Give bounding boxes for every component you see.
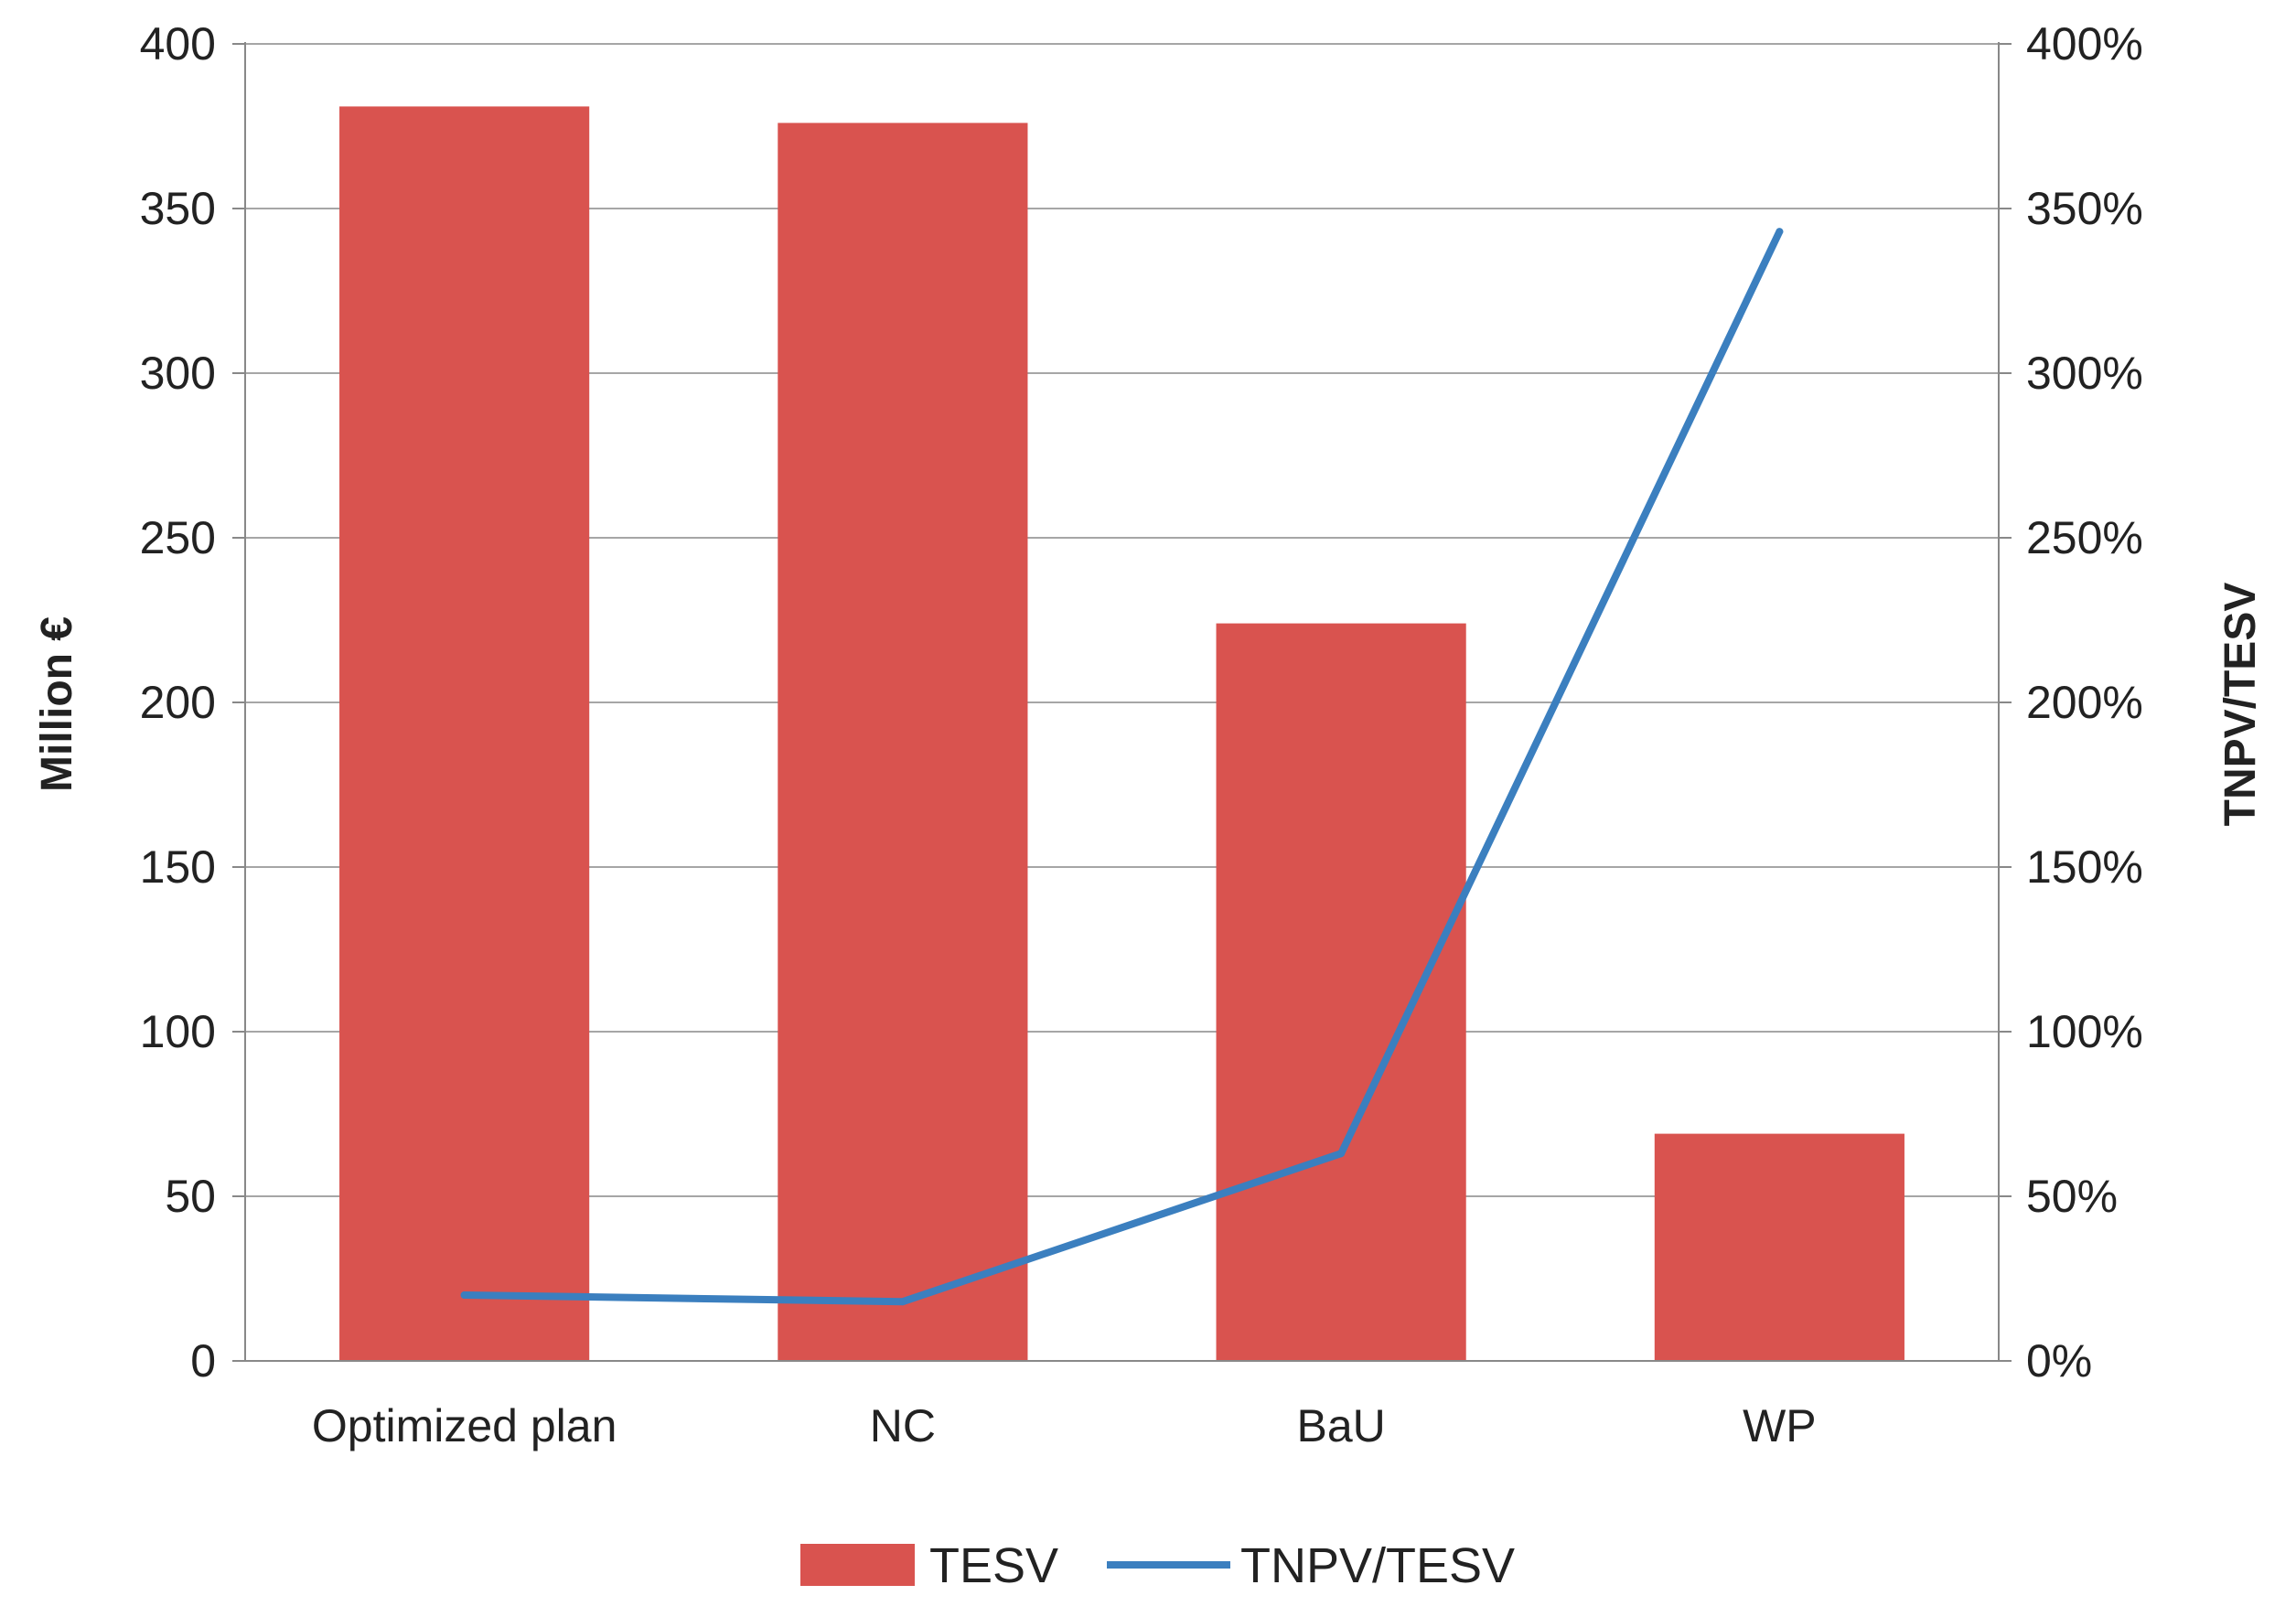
left-tick-label: 150 bbox=[140, 841, 216, 893]
point-tnpv-tesv bbox=[1776, 228, 1784, 236]
right-tick-label: 50% bbox=[2026, 1171, 2118, 1222]
bars bbox=[339, 106, 1904, 1361]
left-tick-label: 100 bbox=[140, 1006, 216, 1057]
left-axis-ticks: 0 50 100 150 200 250 300 350 400 bbox=[140, 18, 216, 1387]
line-tnpv-tesv bbox=[460, 228, 1784, 1306]
left-tick-label: 0 bbox=[190, 1335, 216, 1387]
axes bbox=[232, 42, 2012, 1362]
right-axis-ticks: 0% 50% 100% 150% 200% 250% 300% 350% 400% bbox=[2026, 18, 2143, 1387]
left-tick-label: 400 bbox=[140, 18, 216, 70]
category-label: NC bbox=[870, 1400, 936, 1451]
right-tick-label: 350% bbox=[2026, 183, 2143, 234]
right-tick-label: 250% bbox=[2026, 512, 2143, 563]
left-tick-label: 300 bbox=[140, 348, 216, 399]
legend-label-tnpv-tesv: TNPV/TESV bbox=[1240, 1538, 1515, 1593]
bar-tesv bbox=[1216, 623, 1466, 1361]
right-tick-label: 300% bbox=[2026, 348, 2143, 399]
right-tick-label: 0% bbox=[2026, 1335, 2092, 1387]
left-axis-title: Million € bbox=[33, 616, 81, 792]
left-tick-label: 350 bbox=[140, 183, 216, 234]
right-tick-label: 150% bbox=[2026, 841, 2143, 893]
right-tick-label: 200% bbox=[2026, 677, 2143, 728]
category-label: BaU bbox=[1296, 1400, 1385, 1451]
left-tick-label: 200 bbox=[140, 677, 216, 728]
left-tick-label: 250 bbox=[140, 512, 216, 563]
category-label: WP bbox=[1743, 1400, 1817, 1451]
bar-tesv bbox=[1654, 1133, 1904, 1361]
legend: TESV TNPV/TESV bbox=[800, 1538, 1515, 1593]
point-tnpv-tesv bbox=[898, 1298, 907, 1306]
bar-tesv bbox=[778, 123, 1028, 1361]
category-labels: Optimized plan NC BaU WP bbox=[312, 1400, 1817, 1451]
right-tick-label: 100% bbox=[2026, 1006, 2143, 1057]
bar-tesv bbox=[339, 106, 590, 1361]
legend-label-tesv: TESV bbox=[929, 1538, 1058, 1593]
right-axis-title: TNPV/TESV bbox=[2216, 583, 2265, 827]
line-series bbox=[460, 228, 1784, 1306]
right-tick-label: 400% bbox=[2026, 18, 2143, 70]
point-tnpv-tesv bbox=[460, 1291, 468, 1299]
point-tnpv-tesv bbox=[1337, 1150, 1346, 1158]
category-label: Optimized plan bbox=[312, 1400, 617, 1451]
left-tick-label: 50 bbox=[165, 1171, 216, 1222]
legend-swatch-tesv bbox=[800, 1544, 915, 1586]
